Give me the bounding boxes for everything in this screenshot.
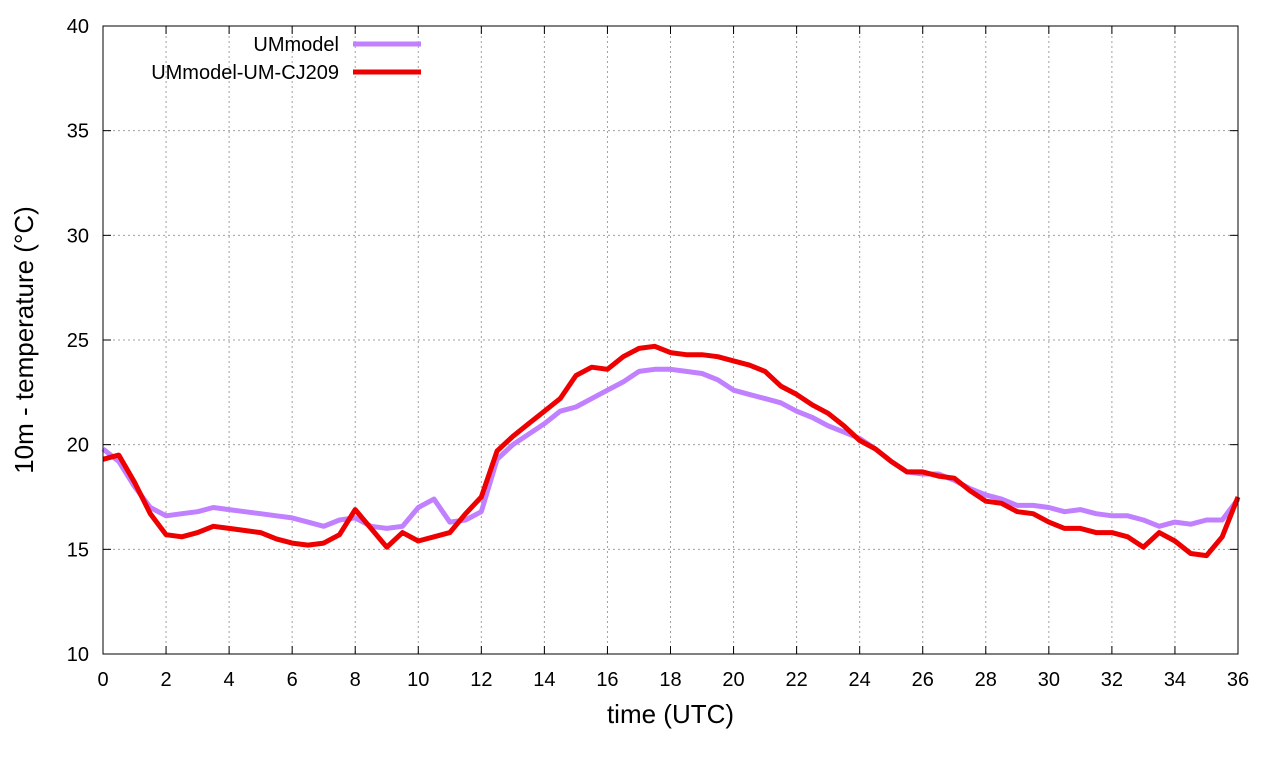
y-tick-label: 20 (67, 435, 89, 457)
series-line-ummodel (101, 366, 1240, 531)
y-tick-label: 25 (67, 330, 89, 352)
x-tick-label: 20 (722, 669, 744, 691)
x-tick-label: 4 (224, 669, 235, 691)
y-tick-label: 15 (67, 539, 89, 561)
legend-label: UMmodel-UM-CJ209 (151, 62, 339, 84)
x-tick-label: 28 (975, 669, 997, 691)
x-tick-label: 10 (407, 669, 429, 691)
x-tick-label: 22 (785, 669, 807, 691)
x-tick-label: 14 (533, 669, 555, 691)
x-tick-label: 24 (849, 669, 871, 691)
x-tick-label: 26 (912, 669, 934, 691)
legend-label: UMmodel (253, 34, 339, 56)
y-axis-title: 10m - temperature (°C) (9, 206, 39, 474)
x-tick-label: 0 (97, 669, 108, 691)
x-tick-label: 6 (287, 669, 298, 691)
axis-ticks: 0 2 4 6 8 10 12 14 16 18 20 22 24 26 28 30 32 34 361015202… (67, 16, 1249, 691)
x-tick-label: 2 (160, 669, 171, 691)
x-tick-label: 8 (350, 669, 361, 691)
y-tick-label: 35 (67, 121, 89, 143)
series-lines (101, 343, 1241, 559)
x-tick-label: 18 (659, 669, 681, 691)
legend: UMmodel UMmodel-UM-CJ209 (151, 34, 421, 84)
x-tick-label: 34 (1164, 669, 1186, 691)
y-tick-label: 40 (67, 16, 89, 38)
y-tick-label: 30 (67, 225, 89, 247)
x-tick-label: 30 (1038, 669, 1060, 691)
grid-lines (103, 26, 1238, 654)
y-tick-label: 10 (67, 644, 89, 666)
x-tick-label: 16 (596, 669, 618, 691)
x-tick-label: 36 (1227, 669, 1249, 691)
x-tick-label: 32 (1101, 669, 1123, 691)
series-line-ummodel-um-cj209 (102, 343, 1241, 559)
x-tick-label: 12 (470, 669, 492, 691)
x-axis-title: time (UTC) (607, 699, 734, 729)
